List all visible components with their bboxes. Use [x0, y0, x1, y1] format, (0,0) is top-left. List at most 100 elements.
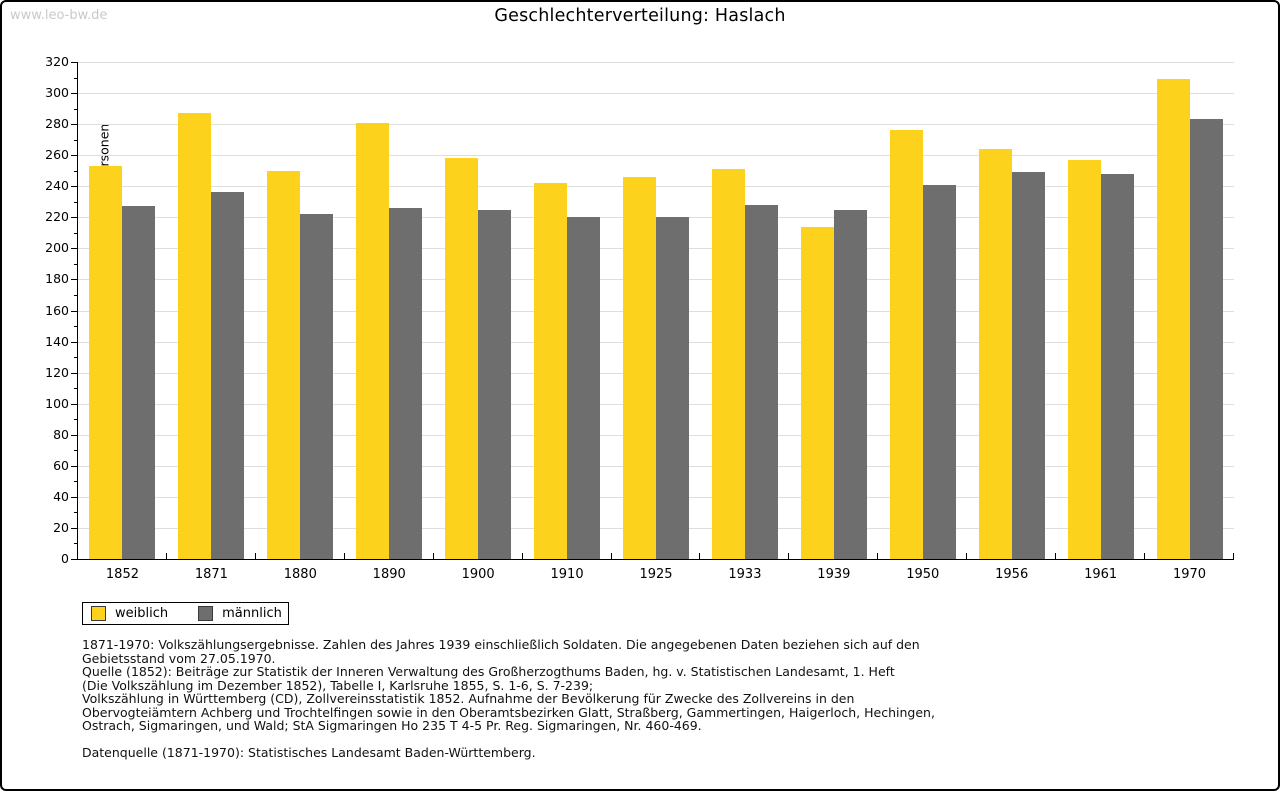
y-minor-tick-90	[74, 419, 78, 421]
y-major-tick-120	[71, 372, 78, 374]
bar-weiblich-1939	[800, 226, 834, 559]
legend-swatch-weiblich-icon	[91, 606, 106, 621]
x-tick-label-1933: 1933	[728, 567, 762, 582]
y-minor-tick-110	[74, 388, 78, 390]
gridline-280	[78, 124, 1234, 126]
y-tick-label-240: 240	[45, 178, 69, 194]
bar-männlich-1961	[1100, 173, 1134, 559]
footer-line: Quelle (1852): Beiträge zur Statistik de…	[82, 664, 895, 679]
x-boundary-tick-11	[1055, 553, 1057, 559]
y-tick-label-120: 120	[45, 364, 69, 380]
y-major-tick-20	[71, 527, 78, 529]
x-boundary-tick-3	[343, 553, 345, 559]
watermark: www.leo-bw.de	[10, 8, 108, 23]
y-minor-tick-250	[74, 170, 78, 172]
y-tick-label-100: 100	[45, 395, 69, 411]
y-tick-label-260: 260	[45, 147, 69, 163]
bar-weiblich-1910	[534, 183, 568, 559]
x-boundary-tick-4	[432, 553, 434, 559]
footer-line: (Die Volkszählung im Dezember 1852), Tab…	[82, 677, 594, 693]
y-major-tick-80	[71, 434, 78, 436]
y-major-tick-300	[71, 93, 78, 95]
legend-swatch-maennlich-icon	[198, 606, 214, 621]
y-major-tick-240	[71, 186, 78, 188]
y-tick-label-140: 140	[45, 333, 69, 349]
legend-label-maennlich: männlich	[222, 606, 282, 621]
y-minor-tick-70	[74, 450, 78, 452]
y-major-tick-320	[71, 62, 78, 63]
y-tick-label-40: 40	[53, 488, 69, 504]
gridline-240	[78, 186, 1234, 188]
y-minor-tick-210	[74, 232, 78, 234]
gridline-320	[78, 62, 1234, 63]
x-boundary-tick-2	[254, 553, 256, 559]
bar-männlich-1900	[478, 209, 512, 559]
x-boundary-tick-5	[521, 553, 523, 559]
x-tick-label-1890: 1890	[372, 567, 406, 582]
legend-item-maennlich: männlich	[198, 606, 282, 621]
y-tick-label-0: 0	[61, 551, 69, 566]
footer-line: Volkszählung in Württemberg (CD), Zollve…	[82, 691, 855, 706]
bar-männlich-1950	[922, 184, 956, 559]
y-major-tick-0	[71, 559, 78, 560]
bar-weiblich-1956	[978, 148, 1012, 559]
bar-chart-plot-area: Anzahl Personen 020406080100120140160180…	[45, 55, 1234, 582]
y-minor-tick-170	[74, 294, 78, 296]
x-boundary-tick-8	[788, 553, 790, 559]
bar-weiblich-1880	[267, 170, 301, 559]
gridline-260	[78, 155, 1234, 157]
x-boundary-tick-12	[1144, 553, 1146, 559]
footer-notes: 1871-1970: Volkszählungsergebnisse. Zahl…	[82, 638, 935, 760]
legend-label-weiblich: weiblich	[115, 606, 169, 621]
y-major-tick-140	[71, 341, 78, 343]
bar-männlich-1956	[1011, 172, 1045, 559]
y-minor-tick-190	[74, 263, 78, 265]
x-tick-label-1970: 1970	[1172, 567, 1207, 582]
y-tick-label-320: 320	[45, 54, 69, 69]
y-tick-label-300: 300	[45, 85, 69, 101]
x-tick-label-1852: 1852	[105, 567, 139, 582]
y-tick-label-220: 220	[45, 209, 69, 225]
footer-line: Gebietsstand vom 27.05.1970.	[82, 650, 276, 666]
bar-männlich-1925	[656, 217, 689, 559]
gridline-300	[78, 93, 1234, 95]
x-boundary-tick-1	[165, 553, 167, 559]
footer-line: Obervogteiämtern Achberg und Trochtelfin…	[82, 704, 935, 720]
y-major-tick-100	[71, 403, 78, 405]
y-tick-label-80: 80	[53, 426, 69, 442]
x-tick-label-1961: 1961	[1084, 567, 1118, 582]
y-minor-tick-10	[74, 543, 78, 545]
y-minor-tick-130	[74, 357, 78, 359]
y-tick-label-60: 60	[53, 457, 69, 473]
x-boundary-tick-13	[1233, 553, 1234, 559]
bar-weiblich-1961	[1067, 159, 1101, 559]
bar-weiblich-1970	[1156, 79, 1190, 559]
y-major-tick-40	[71, 496, 78, 498]
x-tick-label-1939: 1939	[817, 567, 851, 582]
y-tick-label-20: 20	[53, 519, 69, 535]
footer-datasource: Datenquelle (1871-1970): Statistisches L…	[82, 745, 536, 760]
bar-männlich-1933	[744, 204, 778, 559]
x-tick-label-1900: 1900	[461, 567, 495, 582]
y-tick-label-200: 200	[45, 240, 69, 256]
y-tick-label-280: 280	[45, 116, 69, 132]
x-tick-label-1880: 1880	[283, 567, 317, 582]
legend: weiblich männlich	[82, 602, 289, 625]
y-major-tick-180	[71, 279, 78, 281]
legend-item-weiblich: weiblich	[91, 606, 168, 621]
y-major-tick-260	[71, 155, 78, 157]
bar-männlich-1890	[389, 208, 423, 559]
y-tick-label-160: 160	[45, 302, 69, 318]
bar-weiblich-1950	[889, 130, 923, 559]
y-minor-tick-310	[74, 77, 78, 79]
y-minor-tick-290	[74, 108, 78, 110]
bar-weiblich-1933	[711, 169, 745, 559]
x-tick-label-1925: 1925	[639, 567, 673, 582]
footer-line: Ostrach, Sigmaringen, und Wald; StA Sigm…	[82, 718, 702, 733]
bar-männlich-1880	[300, 214, 334, 559]
x-boundary-tick-9	[877, 553, 879, 559]
y-tick-label-180: 180	[45, 271, 69, 287]
x-tick-label-1910: 1910	[550, 567, 584, 582]
x-boundary-tick-6	[610, 553, 612, 559]
